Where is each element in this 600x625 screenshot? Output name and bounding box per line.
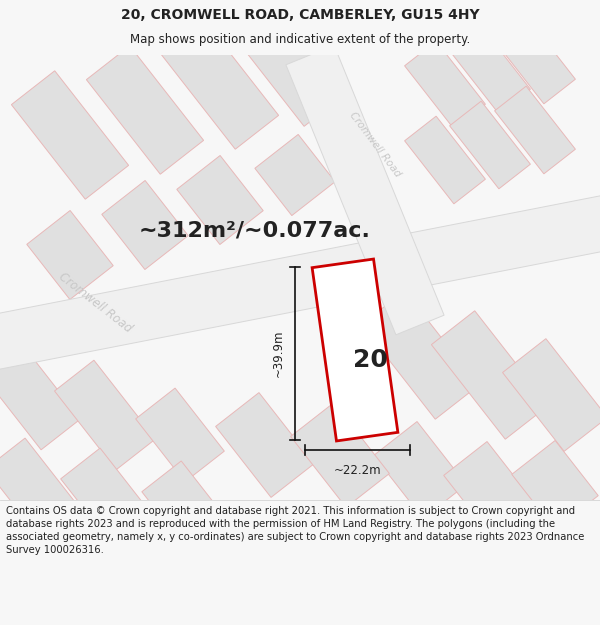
Polygon shape — [312, 259, 398, 441]
Polygon shape — [55, 360, 155, 470]
Polygon shape — [177, 156, 263, 244]
Polygon shape — [0, 193, 600, 372]
Polygon shape — [255, 134, 335, 216]
Polygon shape — [444, 441, 536, 539]
Polygon shape — [142, 461, 218, 539]
Polygon shape — [404, 116, 485, 204]
Polygon shape — [86, 46, 203, 174]
Polygon shape — [0, 340, 80, 450]
Polygon shape — [242, 14, 347, 126]
Text: 20: 20 — [353, 348, 388, 372]
Text: Cromwell Road: Cromwell Road — [347, 111, 403, 179]
Polygon shape — [494, 16, 575, 104]
Polygon shape — [361, 291, 479, 419]
Polygon shape — [374, 421, 466, 519]
Text: ~22.2m: ~22.2m — [334, 464, 382, 477]
Polygon shape — [290, 402, 389, 508]
Text: Contains OS data © Crown copyright and database right 2021. This information is : Contains OS data © Crown copyright and d… — [6, 506, 584, 555]
Text: Map shows position and indicative extent of the property.: Map shows position and indicative extent… — [130, 33, 470, 46]
Text: 20, CROMWELL ROAD, CAMBERLEY, GU15 4HY: 20, CROMWELL ROAD, CAMBERLEY, GU15 4HY — [121, 8, 479, 22]
Text: ~39.9m: ~39.9m — [272, 330, 285, 378]
Polygon shape — [431, 311, 548, 439]
Polygon shape — [27, 211, 113, 299]
Polygon shape — [494, 86, 575, 174]
Polygon shape — [102, 181, 188, 269]
Polygon shape — [215, 392, 314, 498]
Text: ~312m²/~0.077ac.: ~312m²/~0.077ac. — [139, 220, 371, 240]
Polygon shape — [61, 448, 149, 542]
Polygon shape — [0, 438, 74, 532]
Polygon shape — [503, 339, 600, 451]
Polygon shape — [404, 41, 485, 129]
Polygon shape — [136, 388, 224, 482]
Polygon shape — [286, 45, 444, 335]
Polygon shape — [449, 26, 530, 114]
Polygon shape — [161, 21, 278, 149]
Polygon shape — [449, 101, 530, 189]
Polygon shape — [512, 441, 598, 529]
Text: Cromwell Road: Cromwell Road — [56, 271, 134, 336]
Polygon shape — [11, 71, 128, 199]
